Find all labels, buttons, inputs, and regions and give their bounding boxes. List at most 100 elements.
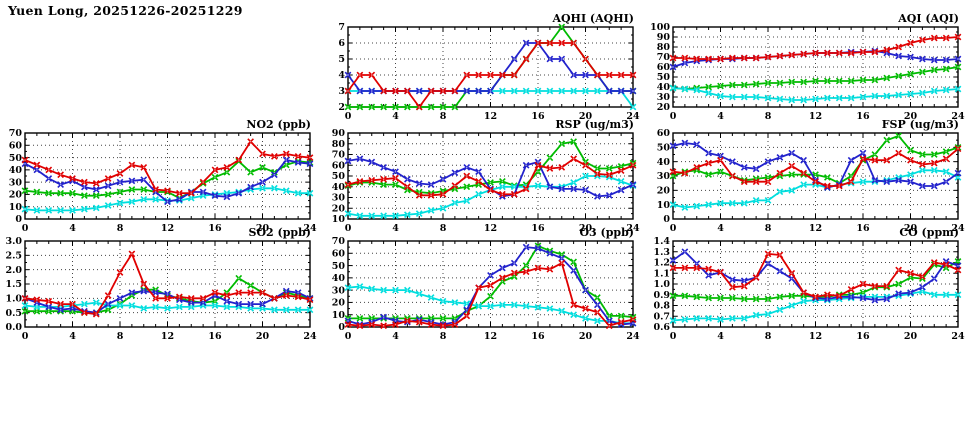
svg-text:50: 50 xyxy=(657,72,671,83)
svg-text:2.0: 2.0 xyxy=(5,265,22,276)
chart-title: CO (ppm) xyxy=(899,226,959,239)
svg-text:70: 70 xyxy=(332,236,346,247)
svg-text:16: 16 xyxy=(531,111,545,122)
svg-text:0: 0 xyxy=(670,223,677,234)
svg-text:80: 80 xyxy=(657,42,671,53)
svg-text:16: 16 xyxy=(856,111,870,122)
svg-text:5: 5 xyxy=(338,54,345,65)
svg-text:1.2: 1.2 xyxy=(653,258,670,269)
svg-text:30: 30 xyxy=(332,285,346,296)
svg-text:12: 12 xyxy=(161,331,174,342)
svg-text:3.0: 3.0 xyxy=(5,236,22,247)
svg-text:20: 20 xyxy=(9,190,23,201)
svg-text:0: 0 xyxy=(670,111,677,122)
svg-text:12: 12 xyxy=(809,223,822,234)
svg-text:20: 20 xyxy=(657,186,671,197)
svg-text:12: 12 xyxy=(809,111,822,122)
svg-text:12: 12 xyxy=(484,331,497,342)
chart-o3: O3 (ppb) 0 10 20 30 40 50 60 70 0 4 8 12 16 20 24 xyxy=(323,224,640,343)
svg-text:20: 20 xyxy=(332,298,346,309)
svg-text:20: 20 xyxy=(904,223,918,234)
svg-text:10: 10 xyxy=(657,200,671,211)
svg-text:0.0: 0.0 xyxy=(5,322,22,333)
svg-text:20: 20 xyxy=(579,331,593,342)
aqhi-svg: 2 3 4 5 6 7 0 4 8 12 16 20 24 xyxy=(338,22,640,122)
page-title: Yuen Long, 20251226-20251229 xyxy=(8,3,243,18)
svg-text:60: 60 xyxy=(332,248,346,259)
svg-text:24: 24 xyxy=(951,111,965,122)
svg-text:4: 4 xyxy=(69,331,76,342)
svg-text:100: 100 xyxy=(650,22,670,33)
svg-text:24: 24 xyxy=(303,331,317,342)
svg-text:40: 40 xyxy=(657,82,671,93)
svg-text:8: 8 xyxy=(440,223,447,234)
svg-text:50: 50 xyxy=(657,143,671,154)
svg-text:2: 2 xyxy=(338,102,345,113)
svg-text:60: 60 xyxy=(657,62,671,73)
svg-text:40: 40 xyxy=(332,182,346,193)
svg-text:20: 20 xyxy=(256,331,270,342)
so2-svg: 0.0 0.5 1.0 1.5 2.0 2.5 3.0 0 4 8 12 16 20 24 xyxy=(5,236,317,342)
svg-text:24: 24 xyxy=(626,111,640,122)
svg-text:0.7: 0.7 xyxy=(653,311,670,322)
svg-text:1.0: 1.0 xyxy=(653,279,670,290)
svg-text:50: 50 xyxy=(332,261,346,272)
svg-text:70: 70 xyxy=(332,150,346,161)
svg-text:4: 4 xyxy=(717,223,724,234)
svg-text:0.9: 0.9 xyxy=(653,290,670,301)
svg-text:24: 24 xyxy=(303,223,317,234)
svg-text:0: 0 xyxy=(15,214,22,225)
svg-text:16: 16 xyxy=(856,331,870,342)
svg-text:8: 8 xyxy=(765,331,772,342)
svg-text:7: 7 xyxy=(338,22,345,33)
svg-text:24: 24 xyxy=(626,331,640,342)
svg-text:12: 12 xyxy=(161,223,174,234)
svg-text:12: 12 xyxy=(484,111,497,122)
svg-text:60: 60 xyxy=(332,160,346,171)
svg-text:8: 8 xyxy=(117,223,124,234)
svg-text:20: 20 xyxy=(904,331,918,342)
svg-text:1.1: 1.1 xyxy=(653,268,670,279)
svg-text:30: 30 xyxy=(657,92,671,103)
svg-text:30: 30 xyxy=(9,177,23,188)
svg-text:1.4: 1.4 xyxy=(653,236,670,247)
svg-text:20: 20 xyxy=(579,111,593,122)
svg-text:1.3: 1.3 xyxy=(653,247,670,258)
chart-aqhi: AQHI (AQHI) 2 3 4 5 6 7 0 4 8 12 16 20 24 xyxy=(323,10,640,123)
svg-text:12: 12 xyxy=(809,331,822,342)
svg-text:1.5: 1.5 xyxy=(5,279,22,290)
chart-title: FSP (ug/m3) xyxy=(881,118,959,131)
chart-title: AQHI (AQHI) xyxy=(552,12,634,25)
svg-text:0.6: 0.6 xyxy=(653,322,670,333)
svg-text:10: 10 xyxy=(332,214,346,225)
svg-text:4: 4 xyxy=(392,223,399,234)
svg-text:12: 12 xyxy=(484,223,497,234)
svg-text:50: 50 xyxy=(9,153,23,164)
svg-text:8: 8 xyxy=(117,331,124,342)
svg-text:40: 40 xyxy=(657,157,671,168)
svg-text:8: 8 xyxy=(765,111,772,122)
svg-text:0.8: 0.8 xyxy=(653,301,670,312)
chart-title: SO2 (ppb) xyxy=(248,226,312,239)
chart-aqi: AQI (AQI) 20 30 40 50 60 70 80 90 100 0 4 8 12 16 20 24 xyxy=(648,10,965,123)
svg-text:20: 20 xyxy=(332,203,346,214)
svg-text:3: 3 xyxy=(338,86,345,97)
co-svg: 0.60.70.80.91.01.11.21.31.4 0 4 8 12 16 20 24 xyxy=(653,236,965,342)
svg-text:0.5: 0.5 xyxy=(5,308,22,319)
svg-text:70: 70 xyxy=(9,128,23,139)
svg-text:40: 40 xyxy=(332,273,346,284)
svg-text:30: 30 xyxy=(657,171,671,182)
svg-text:4: 4 xyxy=(69,223,76,234)
svg-text:20: 20 xyxy=(657,102,671,113)
svg-text:0: 0 xyxy=(22,223,29,234)
chart-fsp: FSP (ug/m3) 0 10 20 30 40 50 60 0 4 8 12 16 20 24 xyxy=(648,116,965,235)
svg-text:16: 16 xyxy=(531,331,545,342)
svg-text:30: 30 xyxy=(332,193,346,204)
chart-co: CO (ppm) 0.6 0.7 0.8 0.9 1.0 1.1 1.2 1.3 1.4 0 4 8 1… xyxy=(648,224,965,343)
svg-text:50: 50 xyxy=(332,171,346,182)
svg-text:90: 90 xyxy=(332,128,346,139)
